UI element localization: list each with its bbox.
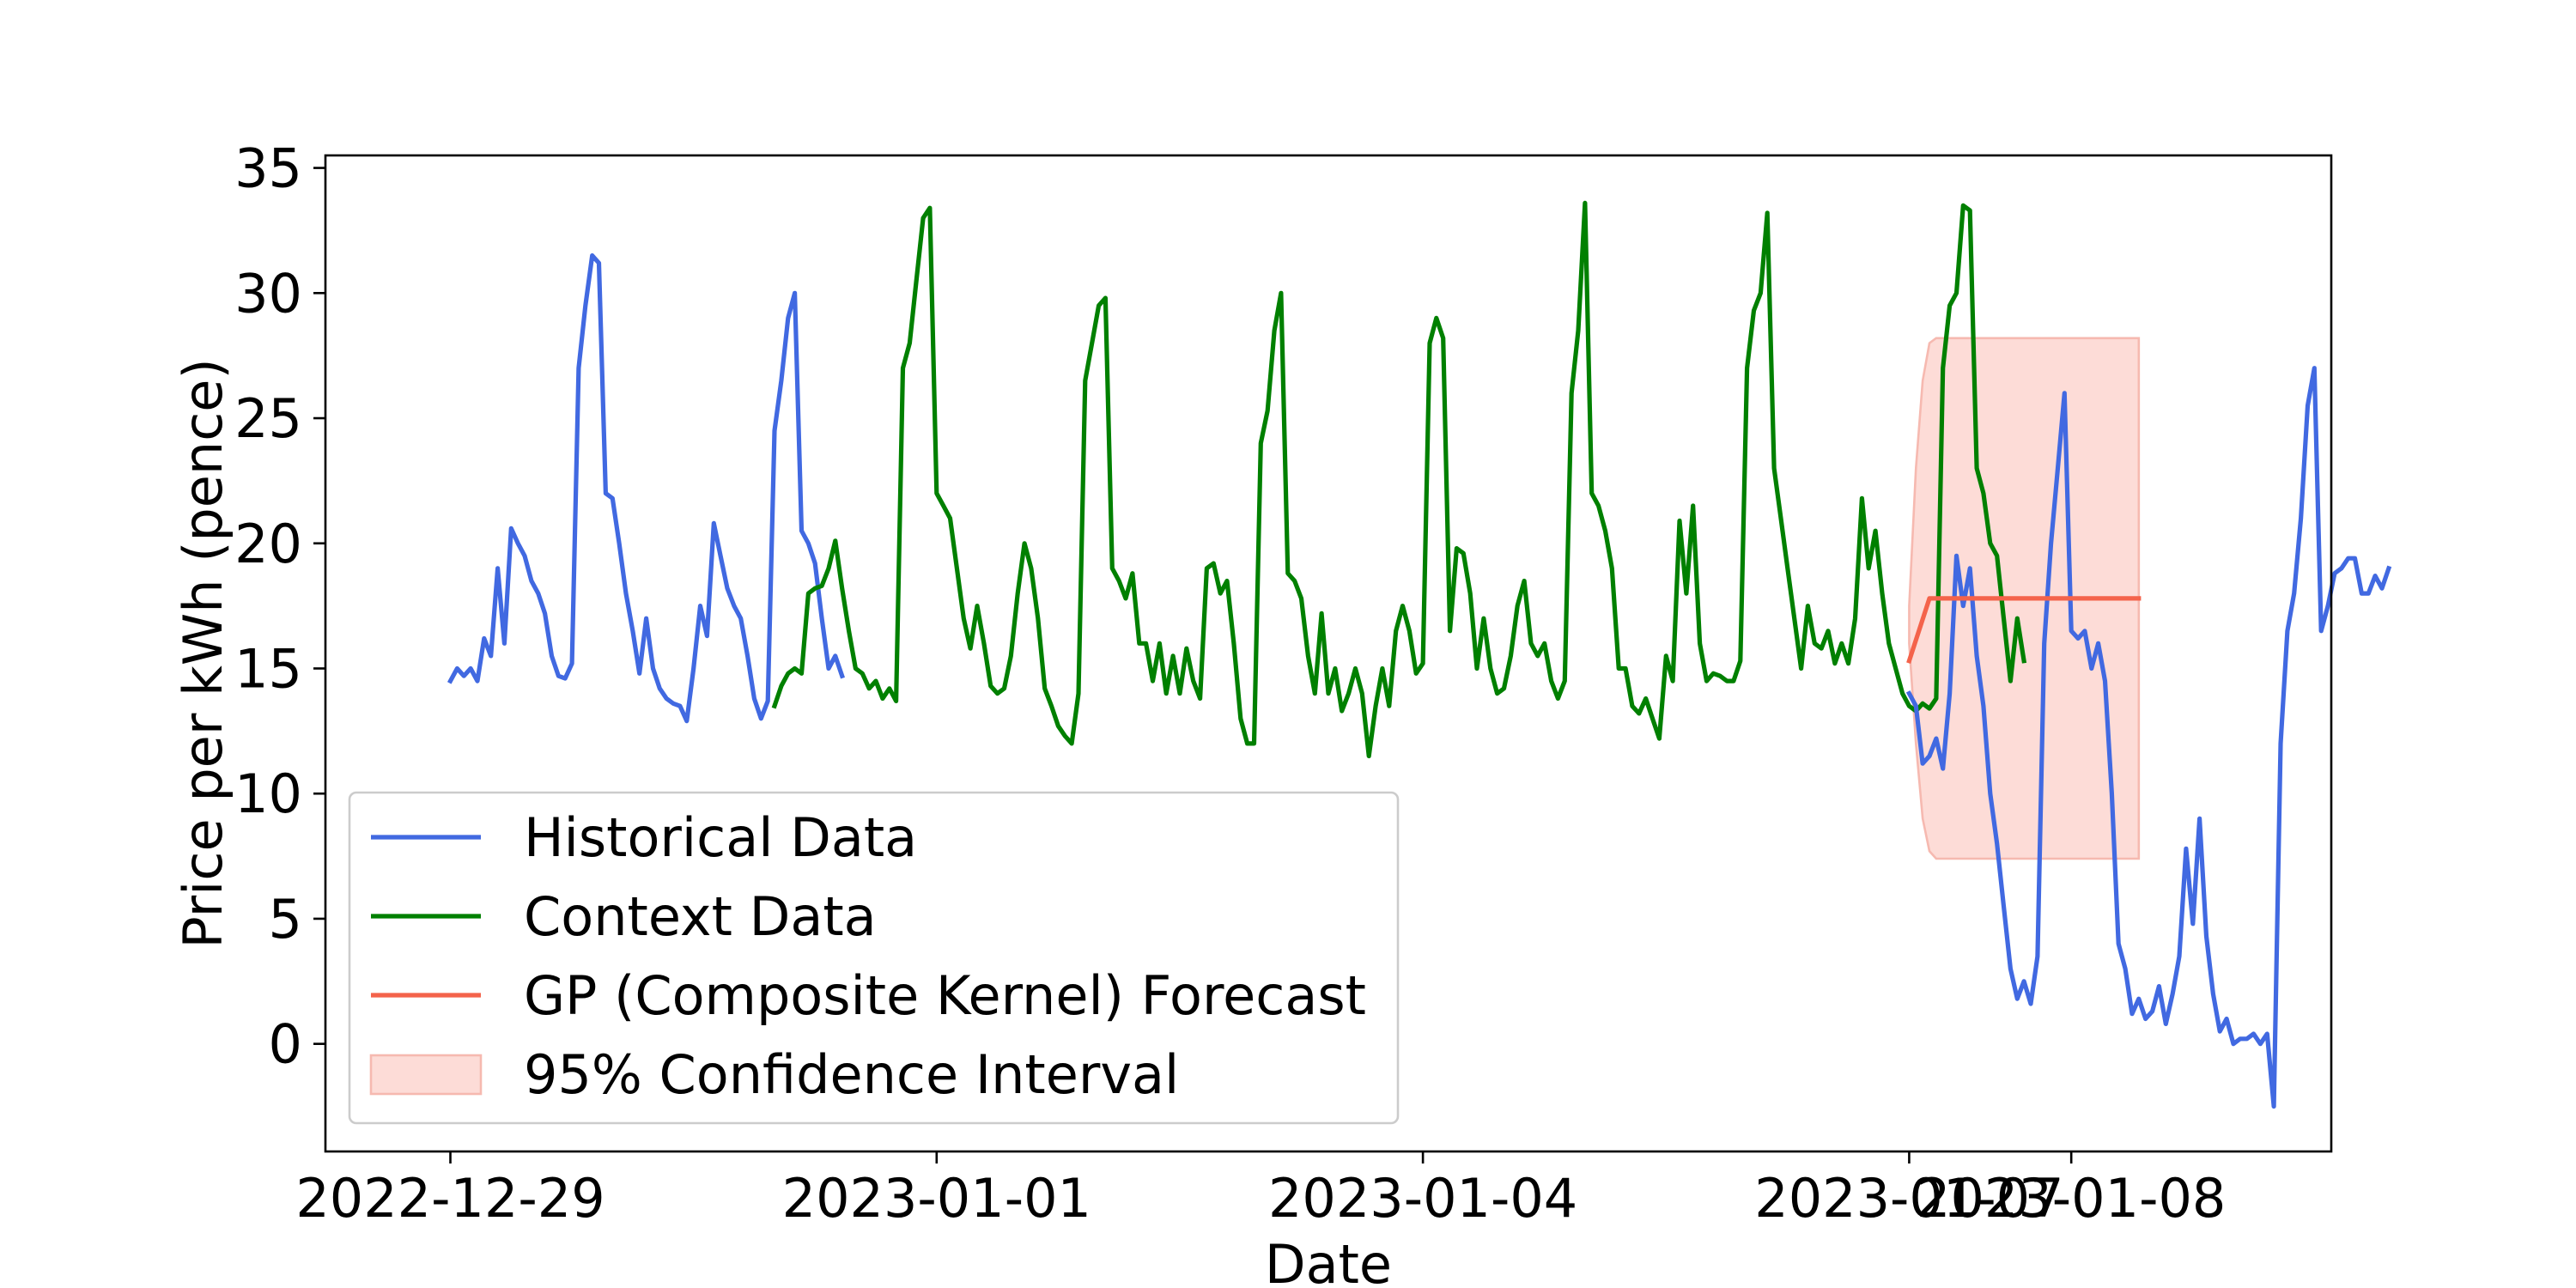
y-tick-label: 0 (269, 1013, 302, 1076)
y-tick-label: 10 (234, 762, 302, 825)
series-line-historical (447, 253, 845, 724)
y-tick-label: 5 (269, 888, 302, 951)
series-line-context (771, 200, 2027, 759)
x-axis-label: Date (1265, 1233, 1392, 1288)
x-tick-label: 2023-01-01 (782, 1167, 1091, 1230)
x-tick-label: 2023-01-08 (1917, 1167, 2226, 1230)
legend: Historical Data Context Data GP (Composite… (348, 791, 1400, 1125)
legend-label-forecast: GP (Composite Kernel) Forecast (524, 964, 1366, 1027)
x-tick-label: 2023-01-04 (1268, 1167, 1577, 1230)
series-line-historical_after (1905, 366, 2392, 1109)
series-line-forecast (1906, 596, 2142, 664)
y-tick-label: 20 (234, 513, 302, 575)
legend-box (348, 791, 1400, 1125)
y-tick-label: 15 (234, 637, 302, 700)
y-tick-label: 30 (234, 262, 302, 325)
legend-items: Historical Data Context Data GP (Composite… (369, 806, 1366, 1106)
plot-frame (324, 154, 2333, 1153)
x-tick-label: 2023-01-07 (1754, 1167, 2063, 1230)
series-layer (447, 200, 2392, 1109)
legend-label-historical: Historical Data (524, 806, 917, 869)
x-tick-label: 2022-12-29 (295, 1167, 605, 1230)
legend-swatch-ci (369, 1054, 483, 1096)
y-tick-label: 25 (234, 387, 302, 450)
legend-label-context: Context Data (524, 885, 877, 948)
y-axis-label: Price per kWh (pence) (172, 358, 234, 948)
legend-label-ci: 95% Confidence Interval (524, 1043, 1179, 1106)
ticks-layer: 0 5 10 15 20 25 30 35 2022-12-29 2023-01-01 2023-0… (234, 137, 2226, 1230)
y-tick-label: 35 (234, 137, 302, 200)
